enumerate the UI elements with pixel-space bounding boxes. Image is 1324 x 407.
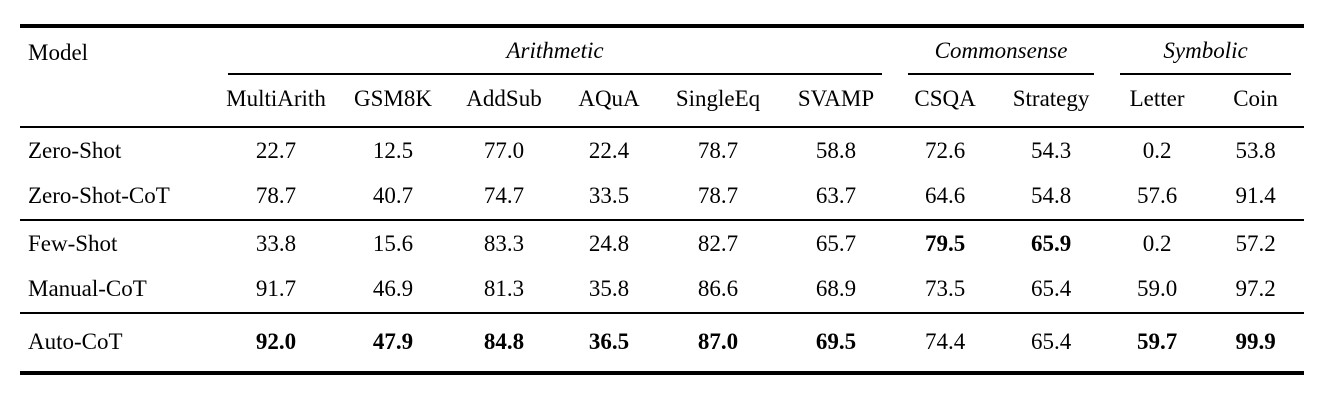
group-header-row: Model Arithmetic Commonsense Symbolic — [20, 26, 1304, 128]
score-cell: 35.8 — [588, 276, 630, 302]
score-cell: 82.7 — [659, 218, 777, 267]
score-cell: 81.3 — [483, 276, 525, 302]
score-cell: 86.6 — [697, 276, 739, 302]
score-cell: 65.7 — [777, 218, 896, 267]
score-cell: 79.5 — [895, 218, 996, 267]
group-label-arithmetic: Arithmetic — [506, 38, 604, 63]
score-cell: 54.8 — [1030, 183, 1072, 209]
score-cell: 73.5 — [924, 276, 966, 302]
score-cell: 59.0 — [1136, 276, 1178, 302]
score-cell: 0.2 — [1142, 137, 1172, 163]
score-cell: 83.3 — [449, 218, 559, 267]
col-header-csqa: CSQA — [895, 75, 996, 128]
col-header-gsm8k: GSM8K — [337, 75, 449, 128]
col-header-singleeq: SingleEq — [659, 75, 777, 128]
score-cell: 15.6 — [337, 218, 449, 267]
score-cell: 69.5 — [777, 311, 896, 374]
col-header-svamp: SVAMP — [777, 75, 896, 128]
score-cell: 77.0 — [483, 137, 525, 163]
score-cell: 78.7 — [697, 137, 739, 163]
score-cell: 65.9 — [995, 218, 1108, 267]
score-cell: 64.6 — [924, 183, 966, 209]
score-cell: 65.4 — [995, 311, 1108, 374]
score-cell: 57.2 — [1207, 218, 1305, 267]
col-header-letter: Letter — [1107, 75, 1208, 128]
score-cell: 78.7 — [697, 183, 739, 209]
commonsense-underline-rule — [908, 73, 1095, 76]
row-label: Zero-Shot-CoT — [28, 183, 170, 209]
dataset-header-row: MultiArith GSM8K AddSub AQuA SingleEq SV… — [20, 75, 1305, 128]
score-cell: 53.8 — [1235, 137, 1276, 163]
score-cell: 58.8 — [815, 137, 857, 163]
symbolic-underline-rule — [1120, 73, 1292, 76]
score-cell: 22.4 — [588, 137, 630, 163]
table-row-zero-shot-cot: Zero-Shot-CoT 78.7 40.7 74.7 33.5 78.7 6… — [20, 173, 1304, 219]
score-cell: 36.5 — [559, 311, 659, 374]
score-cell: 33.5 — [588, 183, 630, 209]
score-cell: 33.8 — [215, 218, 337, 267]
row-label: Few-Shot — [20, 218, 215, 267]
score-cell: 84.8 — [449, 311, 559, 374]
score-cell: 68.9 — [815, 276, 857, 302]
row-label: Auto-CoT — [20, 311, 215, 374]
score-cell: 46.9 — [372, 276, 414, 302]
score-cell: 24.8 — [559, 218, 659, 267]
arithmetic-underline-rule — [228, 73, 883, 76]
table-row-zero-shot: Zero-Shot 22.7 12.5 77.0 22.4 78.7 58.8 … — [20, 127, 1304, 173]
score-cell: 74.4 — [895, 311, 996, 374]
table-row-auto-cot: Auto-CoT 92.0 47.9 84.8 36.5 87.0 69.5 7… — [20, 311, 1305, 374]
score-cell: 87.0 — [659, 311, 777, 374]
col-header-addsub: AddSub — [449, 75, 559, 128]
score-cell: 0.2 — [1107, 218, 1208, 267]
col-header-coin: Coin — [1207, 75, 1305, 128]
score-cell: 57.6 — [1136, 183, 1178, 209]
score-cell: 40.7 — [372, 183, 414, 209]
model-column-header: Model — [20, 26, 215, 128]
score-cell: 63.7 — [815, 183, 857, 209]
score-cell: 47.9 — [337, 311, 449, 374]
results-table: Model Arithmetic Commonsense Symbolic Mu… — [20, 24, 1305, 376]
score-cell: 72.6 — [924, 137, 966, 163]
score-cell: 59.7 — [1107, 311, 1208, 374]
table-row-manual-cot: Manual-CoT 91.7 46.9 81.3 35.8 86.6 68.9… — [20, 266, 1304, 312]
col-header-multiarith: MultiArith — [215, 75, 337, 128]
col-header-strategy: Strategy — [995, 75, 1108, 128]
score-cell: 97.2 — [1235, 276, 1276, 302]
table-row-few-shot: Few-Shot 33.8 15.6 83.3 24.8 82.7 65.7 7… — [20, 218, 1305, 267]
group-header-arithmetic: Arithmetic — [215, 26, 895, 76]
row-label: Manual-CoT — [28, 276, 147, 302]
group-header-symbolic: Symbolic — [1107, 26, 1304, 76]
score-cell: 78.7 — [255, 183, 297, 209]
score-cell: 91.7 — [255, 276, 297, 302]
score-cell: 54.3 — [1030, 137, 1072, 163]
group-header-commonsense: Commonsense — [895, 26, 1107, 76]
score-cell: 92.0 — [215, 311, 337, 374]
score-cell: 99.9 — [1207, 311, 1305, 374]
group-label-symbolic: Symbolic — [1163, 38, 1248, 63]
score-cell: 74.7 — [483, 183, 525, 209]
score-cell: 91.4 — [1235, 183, 1276, 209]
row-label: Zero-Shot — [28, 137, 122, 163]
score-cell: 65.4 — [1030, 276, 1072, 302]
score-cell: 22.7 — [255, 137, 297, 163]
col-header-aqua: AQuA — [559, 75, 659, 128]
score-cell: 12.5 — [372, 137, 414, 163]
group-label-commonsense: Commonsense — [934, 38, 1068, 63]
